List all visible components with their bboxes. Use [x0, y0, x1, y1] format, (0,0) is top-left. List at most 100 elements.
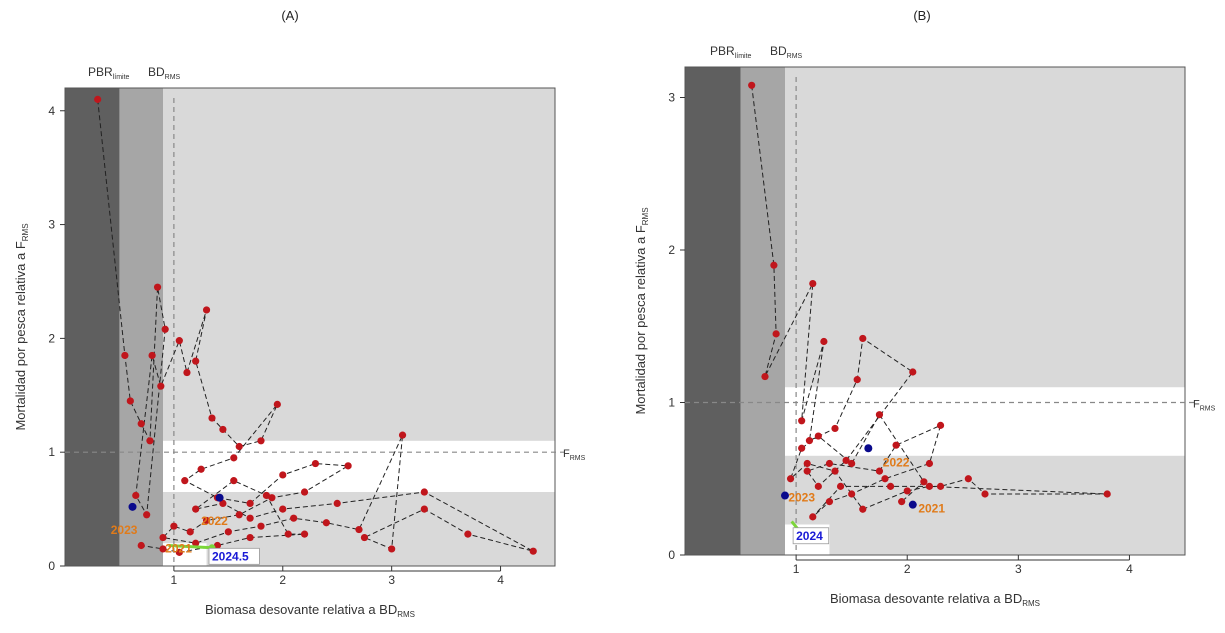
trajectory-point	[964, 475, 972, 483]
trajectory-point	[761, 372, 769, 381]
zone-full-exploitation	[785, 387, 1185, 456]
bd-rms-label: BDRMS	[148, 65, 181, 81]
y-tick-label: 3	[48, 218, 55, 232]
trajectory-point	[262, 491, 271, 500]
trajectory-point	[175, 337, 183, 345]
trajectory-point	[132, 491, 140, 500]
highlight-point	[781, 491, 789, 500]
trajectory-point	[809, 279, 817, 288]
trajectory-point	[848, 459, 856, 468]
trajectory-point	[798, 444, 806, 452]
x-tick-label: 4	[497, 573, 504, 587]
y-tick-label: 3	[668, 91, 675, 105]
trajectory-point	[825, 498, 834, 506]
y-tick-label: 2	[668, 243, 675, 257]
trajectory-point	[161, 325, 169, 333]
zone-collapsed	[685, 67, 741, 555]
panel-a: (A) PBRlímite BDRMS FRMS 1 2 3 4 0 1 2 3 4 Biomasa de…	[0, 0, 612, 628]
year-label: 2024	[796, 529, 823, 543]
y-axis-label: Mortalidad por pesca relativa a FRMS	[13, 223, 30, 430]
trajectory-point	[197, 465, 205, 473]
trajectory-point	[192, 539, 200, 547]
trajectory-point	[875, 411, 884, 419]
y-tick-label: 0	[668, 548, 675, 562]
x-tick-label: 3	[1015, 562, 1022, 576]
year-label: 2022	[201, 514, 228, 528]
trajectory-point	[153, 283, 162, 291]
trajectory-point	[903, 487, 911, 495]
trajectory-point	[398, 431, 407, 439]
trajectory-point	[805, 437, 814, 445]
trajectory-point	[257, 522, 265, 530]
trajectory-point	[859, 334, 867, 343]
trajectory-point	[831, 424, 839, 433]
trajectory-point	[772, 330, 780, 338]
trajectory-point	[803, 467, 811, 475]
trajectory-point	[246, 499, 254, 508]
trajectory-line	[97, 99, 534, 553]
year-label: 2021	[165, 541, 192, 555]
trajectory-point	[219, 499, 227, 508]
trajectory-point	[290, 514, 298, 522]
year-label: 2023	[111, 523, 138, 537]
trajectory-point	[137, 420, 145, 428]
trajectory-point	[246, 533, 254, 542]
trajectory-point	[186, 528, 194, 536]
trajectory-point	[311, 459, 320, 468]
panel-tag: (A)	[281, 8, 298, 23]
trajectory-point	[148, 351, 156, 360]
y-axis-label: Mortalidad por pesca relativa a FRMS	[633, 207, 650, 414]
trajectory-point	[798, 417, 806, 425]
trajectory-point	[192, 357, 200, 365]
kobe-plot-b: (B) PBRlímite BDRMS FRMS 1 2 3 4 0 1 2 3 Biomasa des…	[633, 8, 1216, 608]
year-label: 2021	[918, 501, 945, 515]
trajectory-point	[246, 514, 254, 522]
trajectory-point	[235, 442, 243, 451]
trajectory-point	[892, 441, 900, 449]
trajectory-point	[181, 477, 189, 485]
trajectory-point	[333, 499, 341, 508]
zone-underexploited	[785, 455, 1185, 555]
plot-frame	[684, 66, 1186, 556]
trajectory-point	[925, 459, 934, 468]
x-axis-label: Biomasa desovante relativa a BDRMS	[205, 602, 415, 619]
trajectory-point	[898, 498, 906, 506]
f-rms-label: FRMS	[1193, 399, 1216, 413]
x-tick-label: 3	[388, 573, 395, 587]
trajectory-point	[388, 545, 396, 553]
zone-depleted	[740, 67, 785, 555]
trajectory-point	[920, 478, 928, 486]
trajectory-point	[159, 533, 167, 542]
trajectory-point	[170, 522, 178, 530]
trajectory-point	[355, 525, 363, 534]
trajectory-point	[121, 351, 129, 360]
trajectory-point	[360, 533, 369, 542]
x-axis-label: Biomasa desovante relativa a BDRMS	[830, 591, 1040, 608]
trajectory-point	[183, 368, 191, 377]
trajectory-point	[157, 382, 165, 390]
trajectory-point	[848, 490, 856, 498]
trajectory-point	[279, 471, 287, 479]
trajectory-point	[322, 519, 330, 527]
year-label: 2023	[788, 491, 815, 505]
highlight-point	[864, 444, 873, 453]
year-label: 2022	[883, 456, 910, 470]
year-label-box	[792, 527, 830, 545]
y-tick-label: 1	[668, 396, 675, 410]
trajectory-point	[126, 397, 134, 405]
y-tick-label: 4	[48, 104, 55, 118]
trajectory-point	[886, 482, 895, 490]
trajectory-point	[803, 459, 811, 468]
trajectory-point	[881, 475, 889, 483]
zone-collapsed	[65, 88, 120, 566]
plot-frame	[64, 87, 556, 567]
trajectory-point	[853, 376, 861, 384]
trajectory-point	[268, 494, 276, 502]
trajectory-point	[814, 482, 822, 490]
trajectory-point	[344, 462, 352, 470]
trajectory-point	[831, 467, 839, 475]
trajectory-point	[909, 368, 917, 376]
trajectory-point	[192, 505, 200, 513]
trajectory-point	[159, 545, 167, 553]
trajectory-point	[825, 459, 834, 468]
